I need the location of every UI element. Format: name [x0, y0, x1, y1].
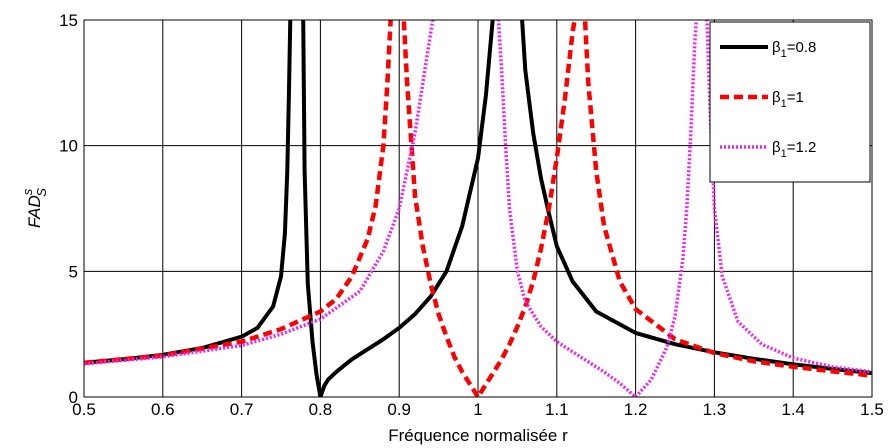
x-tick-label: 1.1: [545, 400, 569, 419]
series-line: [705, 20, 872, 374]
series-line: [520, 20, 872, 376]
x-tick-label: 1.4: [781, 400, 805, 419]
x-tick-label: 1.3: [703, 400, 727, 419]
series-2: [84, 20, 872, 397]
series-layer: [84, 20, 872, 397]
plot-frame: [83, 19, 873, 398]
y-axis-title-sub: S: [34, 188, 49, 197]
series-3: [84, 20, 872, 397]
x-tick-label: 0.6: [151, 400, 175, 419]
x-tick-label: 1: [473, 400, 482, 419]
series-line: [301, 20, 495, 397]
y-axis-title-sup: s: [20, 188, 35, 195]
x-tick-label: 0.8: [309, 400, 333, 419]
y-tick-label: 0: [69, 388, 78, 407]
y-tick-label: 10: [59, 137, 78, 156]
series-line: [84, 20, 393, 366]
y-tick-label: 5: [69, 262, 78, 281]
x-tick-label: 1.2: [624, 400, 648, 419]
y-tick-label: 15: [59, 11, 78, 30]
legend-entry: β1=1.2: [772, 139, 816, 160]
legend: β1=0.8 β1=1 β1=1.2: [709, 21, 871, 183]
y-tick-labels: 0 5 10 15: [59, 11, 78, 407]
svg-text:FADsS: FADsS: [20, 188, 49, 228]
series-line: [84, 20, 435, 366]
series-line: [401, 20, 577, 397]
x-tick-label: 0.5: [72, 400, 96, 419]
x-tick-label: 0.9: [387, 400, 411, 419]
y-axis-title-main: FAD: [25, 195, 44, 228]
x-tick-label: 0.7: [230, 400, 254, 419]
legend-entry: β1=1: [772, 89, 804, 110]
y-axis-title: FADsS: [20, 188, 49, 228]
x-axis-title: Fréquence normalisée r: [388, 426, 568, 445]
x-tick-label: 1.5: [860, 400, 884, 419]
x-tick-labels: 0.5 0.6 0.7 0.8 0.9 1 1.1 1.2 1.3 1.4 1.5: [72, 400, 884, 419]
legend-entry: β1=0.8: [772, 39, 816, 60]
